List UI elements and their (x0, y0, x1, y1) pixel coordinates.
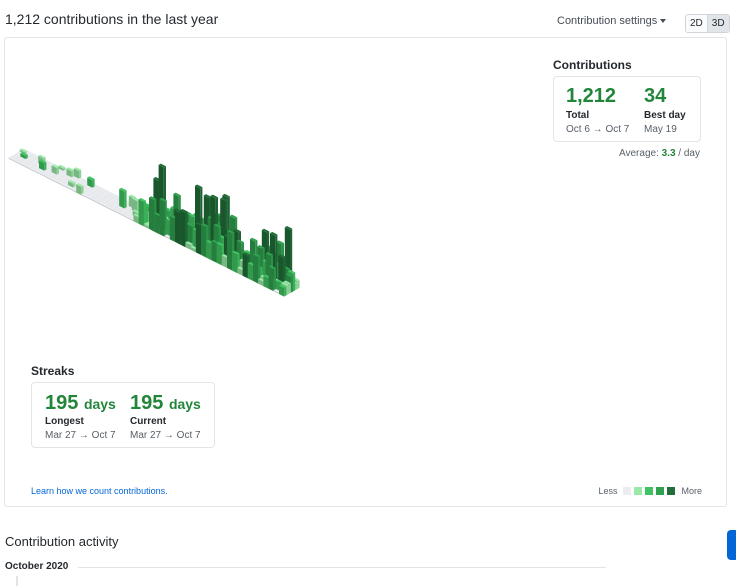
contribution-settings-label: Contribution settings (557, 15, 658, 27)
longest-streak-number: 195 (45, 392, 79, 414)
best-day-label: Best day (644, 110, 686, 121)
best-day-value: 34 (644, 85, 667, 107)
legend-swatch-level3 (656, 487, 665, 495)
current-streak-value: 195 days (130, 392, 201, 415)
current-streak-number: 195 (130, 392, 164, 414)
average-suffix: / day (675, 148, 700, 159)
current-streak-label: Current (130, 416, 167, 427)
color-legend: Less More (598, 486, 702, 496)
total-range: Oct 6 → Oct 7 (566, 124, 630, 135)
side-action-button[interactable] (727, 530, 736, 560)
best-day-date: May 19 (644, 124, 677, 135)
legend-swatch-level1 (634, 487, 643, 495)
toggle-3d-button[interactable]: 3D (706, 15, 729, 32)
current-streak-range: Mar 27 → Oct 7 (130, 430, 201, 441)
contributions-heading: 1,212 contributions in the last year (5, 11, 219, 27)
month-divider (78, 567, 606, 568)
isometric-calendar-panel: Contributions 1,212 Total Oct 6 → Oct 7 … (4, 37, 727, 507)
isometric-cells (8, 148, 300, 297)
average-prefix: Average: (619, 148, 659, 159)
total-value: 1,212 (566, 85, 617, 107)
longest-streak-label: Longest (45, 416, 84, 427)
contribution-activity-title: Contribution activity (5, 534, 119, 549)
average-per-day: Average: 3.3 / day (619, 148, 700, 159)
streaks-card: 195 days Longest Mar 27 → Oct 7 195 days… (31, 382, 215, 448)
toggle-2d-button[interactable]: 2D (686, 15, 707, 32)
legend-less: Less (598, 486, 618, 496)
contributions-card: 1,212 Total Oct 6 → Oct 7 34 Best day Ma… (553, 76, 701, 142)
legend-swatch-level2 (645, 487, 654, 495)
contribution-settings-dropdown[interactable]: Contribution settings (557, 15, 667, 27)
longest-streak-unit: days (83, 396, 116, 412)
view-toggle: 2D 3D (685, 14, 730, 33)
longest-streak-value: 195 days (45, 392, 116, 415)
isometric-contribution-graph (8, 148, 300, 297)
activity-month: October 2020 (5, 561, 69, 572)
legend-more: More (681, 486, 702, 496)
current-streak-unit: days (168, 396, 201, 412)
legend-swatch-level4 (667, 487, 676, 495)
streaks-title: Streaks (31, 364, 75, 378)
longest-streak-range: Mar 27 → Oct 7 (45, 430, 116, 441)
contributions-title: Contributions (553, 58, 632, 72)
timeline-line (16, 576, 18, 586)
average-value: 3.3 (661, 148, 676, 159)
total-label: Total (566, 110, 590, 121)
caret-down-icon (660, 19, 667, 24)
legend-swatch-level0 (623, 487, 632, 495)
learn-how-we-count-link[interactable]: Learn how we count contributions. (31, 486, 168, 496)
